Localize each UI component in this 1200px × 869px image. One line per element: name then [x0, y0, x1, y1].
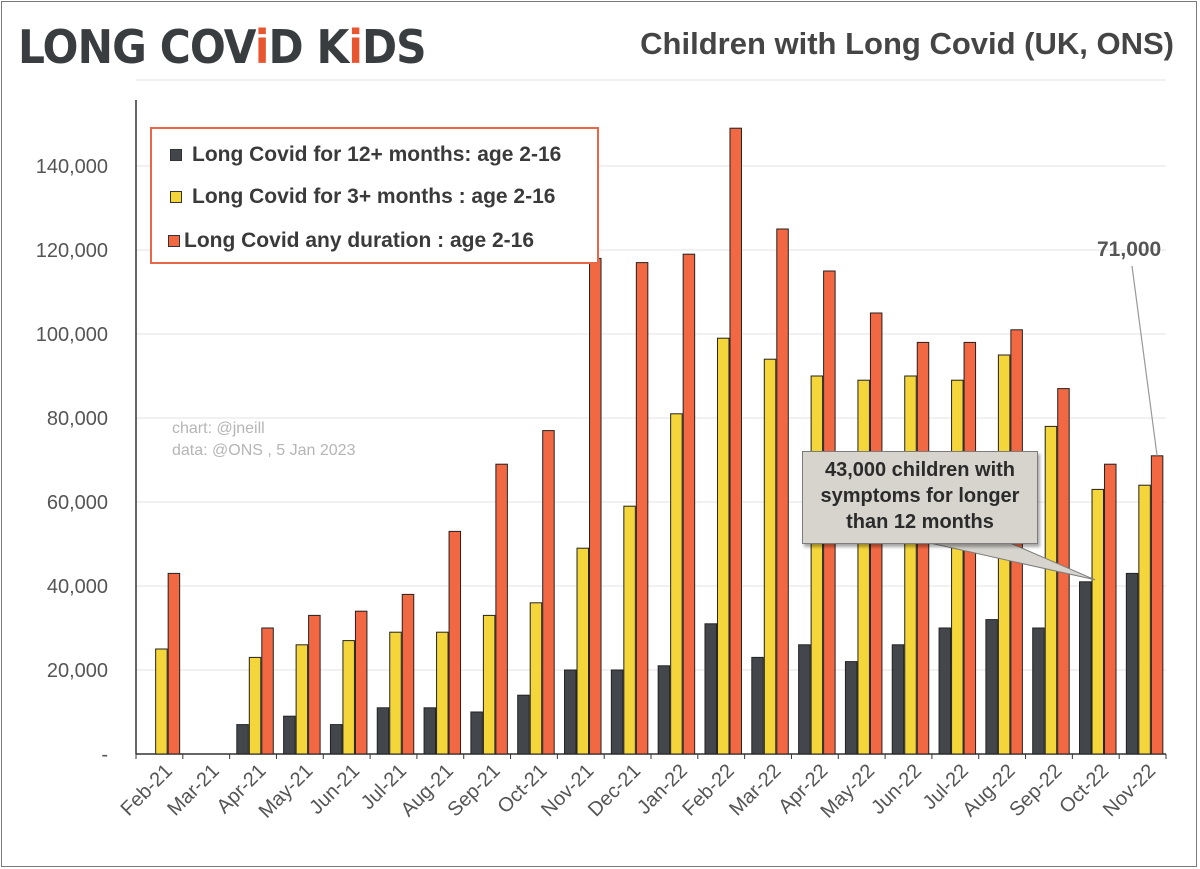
- bar-12plus-apr-21: [236, 724, 249, 755]
- bar-3plus-jul-22: [951, 379, 964, 755]
- bar-3plus-sep-21: [482, 614, 496, 755]
- bar-3plus-sep-22: [1044, 425, 1058, 755]
- x-tick-label: Mar-21: [163, 760, 223, 820]
- x-tick-label: Jun-21: [305, 760, 364, 819]
- bar-3plus-jun-21: [342, 640, 355, 755]
- x-tick-label: Sep-21: [444, 760, 505, 821]
- bar-3plus-feb-21: [155, 648, 168, 755]
- bar-12plus-may-22: [844, 661, 858, 755]
- bar-3plus-feb-22: [716, 337, 730, 755]
- annotation-71000-leader: [1131, 265, 1158, 456]
- legend-label-12plus: Long Covid for 12+ months: age 2-16: [192, 143, 562, 166]
- legend-item-any: Long Covid any duration : age 2-16: [168, 227, 534, 255]
- bar-12plus-dec-21: [610, 669, 624, 755]
- bar-12plus-jun-22: [891, 644, 905, 755]
- bar-3plus-may-22: [857, 379, 870, 755]
- bar-12plus-jul-21: [376, 707, 390, 755]
- bar-12plus-oct-22: [1079, 581, 1092, 755]
- y-tick-label: 140,000: [36, 156, 108, 178]
- bar-any-jun-21: [354, 610, 368, 755]
- credit-line-1: chart: @jneill: [172, 420, 265, 437]
- bar-any-jan-22: [682, 253, 696, 755]
- bar-12plus-nov-22: [1125, 572, 1139, 755]
- bar-any-may-21: [308, 614, 321, 755]
- x-tick-label: Mar-22: [725, 760, 785, 820]
- bar-12plus-sep-21: [470, 711, 483, 755]
- bar-3plus-jun-22: [904, 375, 917, 755]
- x-tick-label: Sep-22: [1005, 760, 1066, 821]
- callout-43000: 43,000 children with symptoms for longer…: [802, 451, 1038, 544]
- legend-swatch-3plus: [170, 191, 182, 203]
- bar-12plus-nov-21: [564, 669, 577, 755]
- x-tick-label: Feb-21: [117, 760, 177, 820]
- bar-12plus-mar-22: [751, 656, 764, 755]
- bar-3plus-nov-22: [1138, 484, 1151, 755]
- legend-swatch-12plus: [170, 149, 182, 161]
- bar-any-nov-21: [589, 257, 602, 755]
- bar-any-oct-21: [542, 430, 555, 755]
- bar-3plus-dec-21: [623, 505, 636, 755]
- chart-title: Children with Long Covid (UK, ONS): [640, 26, 1174, 61]
- bar-any-oct-22: [1104, 463, 1117, 755]
- bar-12plus-aug-21: [423, 707, 437, 755]
- annotation-71000: 71,000: [1097, 238, 1162, 261]
- bar-3plus-may-21: [295, 644, 309, 755]
- bar-12plus-sep-22: [1032, 627, 1045, 755]
- bar-any-dec-21: [635, 262, 649, 755]
- bar-3plus-jan-22: [670, 413, 683, 755]
- legend-swatch-any: [168, 235, 180, 247]
- callout-line-1: 43,000 children with: [824, 459, 1016, 481]
- x-tick-label: Nov-22: [1099, 760, 1160, 821]
- bar-3plus-apr-21: [248, 656, 262, 755]
- x-tick-label: Feb-22: [678, 760, 738, 820]
- bar-3plus-jul-21: [389, 631, 402, 755]
- y-tick-label: 100,000: [36, 324, 108, 346]
- bar-any-jul-21: [401, 593, 415, 755]
- bar-any-aug-21: [448, 530, 462, 755]
- legend-label-any: Long Covid any duration : age 2-16: [184, 229, 535, 252]
- bar-12plus-feb-22: [704, 623, 717, 755]
- y-tick-label: 60,000: [47, 492, 108, 514]
- long-covid-kids-logo: LONG COViD KiDS: [18, 20, 427, 74]
- bar-12plus-oct-21: [517, 694, 530, 755]
- callout-line-2: symptoms for longer: [820, 485, 1020, 507]
- legend-item-3plus: Long Covid for 3+ months : age 2-16: [170, 183, 555, 211]
- bar-any-jun-22: [916, 341, 930, 755]
- bar-3plus-oct-22: [1091, 488, 1105, 755]
- x-tick-label: Jun-22: [867, 760, 926, 819]
- chart-credit: chart: @jneill data: @ONS , 5 Jan 2023: [172, 418, 355, 462]
- bar-3plus-nov-21: [576, 547, 590, 755]
- bar-3plus-oct-21: [529, 602, 543, 755]
- bar-12plus-may-21: [283, 715, 296, 755]
- callout-line-3: than 12 months: [846, 511, 994, 533]
- bar-12plus-apr-22: [798, 644, 811, 755]
- legend-item-12plus: Long Covid for 12+ months: age 2-16: [170, 141, 561, 169]
- bar-12plus-jan-22: [657, 665, 671, 755]
- bar-any-mar-22: [776, 228, 789, 755]
- bar-3plus-aug-21: [436, 631, 449, 755]
- bar-12plus-jul-22: [938, 627, 952, 755]
- x-tick-label: Dec-21: [584, 760, 645, 821]
- bar-12plus-jun-21: [329, 724, 343, 755]
- y-tick-label: 20,000: [47, 660, 108, 682]
- legend-label-3plus: Long Covid for 3+ months : age 2-16: [192, 185, 556, 208]
- bar-3plus-apr-22: [810, 375, 824, 755]
- y-tick-label: 120,000: [36, 240, 108, 262]
- y-tick-label: 80,000: [47, 408, 108, 430]
- bar-12plus-aug-22: [985, 619, 998, 755]
- bar-any-sep-21: [495, 463, 508, 755]
- bar-any-feb-22: [729, 127, 742, 755]
- bar-any-nov-22: [1150, 455, 1164, 755]
- y-tick-label: -: [101, 744, 108, 766]
- legend: Long Covid for 12+ months: age 2-16 Long…: [150, 127, 599, 264]
- y-tick-label: 40,000: [47, 576, 108, 598]
- bar-3plus-mar-22: [763, 358, 777, 755]
- bar-any-apr-21: [261, 627, 274, 755]
- bar-any-feb-21: [167, 572, 181, 755]
- credit-line-2: data: @ONS , 5 Jan 2023: [172, 442, 356, 459]
